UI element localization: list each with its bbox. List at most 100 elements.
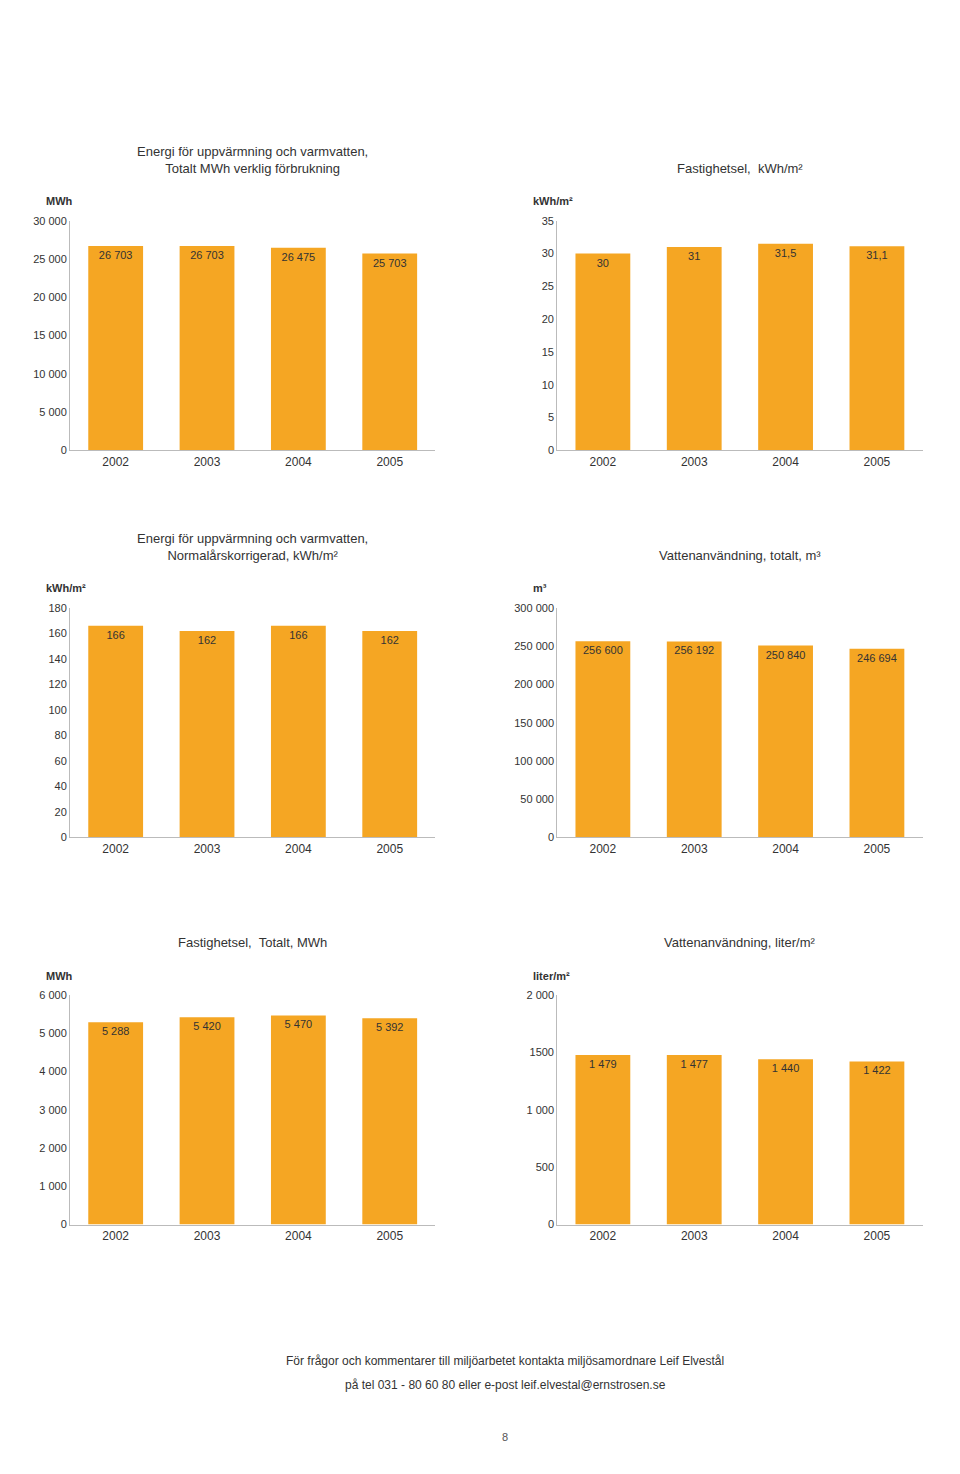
svg-text:250 840: 250 840 [766,649,806,661]
svg-text:0: 0 [548,1218,554,1230]
svg-text:256 600: 256 600 [583,644,623,656]
svg-text:160: 160 [48,627,66,639]
svg-text:166: 166 [106,629,124,641]
svg-text:2004: 2004 [285,842,312,856]
svg-text:200 000: 200 000 [514,678,554,690]
svg-text:5 288: 5 288 [102,1025,130,1037]
svg-text:25 000: 25 000 [33,253,67,265]
svg-text:120: 120 [48,678,66,690]
svg-text:140: 140 [48,653,66,665]
svg-text:2005: 2005 [376,1229,403,1243]
svg-text:5 420: 5 420 [193,1020,221,1032]
svg-text:15: 15 [542,346,554,358]
svg-text:25: 25 [542,280,554,292]
svg-text:2002: 2002 [102,842,129,856]
svg-text:MWh: MWh [46,970,73,982]
svg-text:40: 40 [55,780,67,792]
svg-text:2002: 2002 [590,842,617,856]
svg-text:För frågor och kommentarer til: För frågor och kommentarer till miljöarb… [286,1354,724,1368]
svg-text:2004: 2004 [285,455,312,469]
svg-text:100: 100 [48,704,66,716]
svg-text:2003: 2003 [194,1229,221,1243]
svg-text:Energi för uppvärmning och var: Energi för uppvärmning och varmvatten,To… [137,144,368,176]
svg-text:6 000: 6 000 [39,989,67,1001]
svg-text:2005: 2005 [864,1229,891,1243]
svg-text:2005: 2005 [864,842,891,856]
svg-text:0: 0 [548,444,554,456]
svg-text:15 000: 15 000 [33,329,67,341]
svg-text:31,5: 31,5 [775,247,796,259]
svg-text:3 000: 3 000 [39,1104,67,1116]
svg-text:2003: 2003 [194,455,221,469]
svg-text:2002: 2002 [102,1229,129,1243]
svg-text:0: 0 [548,831,554,843]
svg-text:1 000: 1 000 [526,1104,554,1116]
svg-text:80: 80 [55,729,67,741]
svg-text:30: 30 [597,257,609,269]
svg-text:Fastighetsel, Totalt, MWh: Fastighetsel, Totalt, MWh [178,935,327,950]
svg-text:500: 500 [536,1161,554,1173]
svg-text:60: 60 [55,755,67,767]
svg-text:162: 162 [198,634,216,646]
svg-text:26 475: 26 475 [282,251,316,263]
svg-text:5: 5 [548,411,554,423]
svg-text:liter/m²: liter/m² [533,970,570,982]
svg-text:30: 30 [542,247,554,259]
svg-text:30 000: 30 000 [33,215,67,227]
svg-text:0: 0 [61,444,67,456]
svg-text:Fastighetsel, kWh/m²: Fastighetsel, kWh/m² [677,161,803,176]
svg-text:100 000: 100 000 [514,755,554,767]
svg-text:0: 0 [61,1218,67,1230]
svg-text:2003: 2003 [681,455,708,469]
svg-text:2002: 2002 [102,455,129,469]
svg-text:10 000: 10 000 [33,368,67,380]
svg-text:1 479: 1 479 [589,1058,617,1070]
svg-text:25 703: 25 703 [373,257,407,269]
svg-text:1 422: 1 422 [863,1064,891,1076]
svg-text:kWh/m²: kWh/m² [533,195,573,207]
svg-text:20: 20 [542,313,554,325]
svg-text:2003: 2003 [194,842,221,856]
svg-text:2004: 2004 [772,842,799,856]
svg-text:2005: 2005 [864,455,891,469]
svg-text:2004: 2004 [772,455,799,469]
svg-text:256 192: 256 192 [674,644,714,656]
svg-text:180: 180 [48,602,66,614]
svg-text:Energi för uppvärmning och var: Energi för uppvärmning och varmvatten,No… [137,531,368,563]
svg-text:0: 0 [61,831,67,843]
svg-text:2005: 2005 [376,842,403,856]
svg-text:MWh: MWh [46,195,73,207]
svg-text:20: 20 [55,806,67,818]
svg-text:162: 162 [381,634,399,646]
svg-text:250 000: 250 000 [514,640,554,652]
svg-text:m³: m³ [533,582,547,594]
svg-text:2003: 2003 [681,1229,708,1243]
svg-text:31: 31 [688,250,700,262]
svg-text:5 000: 5 000 [39,1027,67,1039]
svg-text:26 703: 26 703 [99,249,133,261]
svg-text:1500: 1500 [530,1046,554,1058]
svg-text:2002: 2002 [590,455,617,469]
svg-text:Vattenanvändning, totalt, m³: Vattenanvändning, totalt, m³ [659,548,821,563]
svg-text:10: 10 [542,379,554,391]
svg-text:26 703: 26 703 [190,249,224,261]
svg-text:1 000: 1 000 [39,1180,67,1192]
svg-text:2005: 2005 [376,455,403,469]
svg-text:2004: 2004 [285,1229,312,1243]
svg-text:5 392: 5 392 [376,1021,404,1033]
svg-text:5 470: 5 470 [285,1018,313,1030]
svg-text:8: 8 [502,1431,508,1443]
svg-text:kWh/m²: kWh/m² [46,582,86,594]
svg-text:166: 166 [289,629,307,641]
svg-text:35: 35 [542,215,554,227]
svg-text:2003: 2003 [681,842,708,856]
svg-text:2004: 2004 [772,1229,799,1243]
svg-text:246 694: 246 694 [857,652,897,664]
svg-text:50 000: 50 000 [520,793,554,805]
svg-text:20 000: 20 000 [33,291,67,303]
svg-text:på tel 031 - 80 60 80 eller e-: på tel 031 - 80 60 80 eller e-post leif.… [345,1378,666,1392]
svg-text:Vattenanvändning, liter/m²: Vattenanvändning, liter/m² [664,935,815,950]
svg-text:2 000: 2 000 [39,1142,67,1154]
svg-text:1 440: 1 440 [772,1062,800,1074]
svg-text:1 477: 1 477 [680,1058,708,1070]
